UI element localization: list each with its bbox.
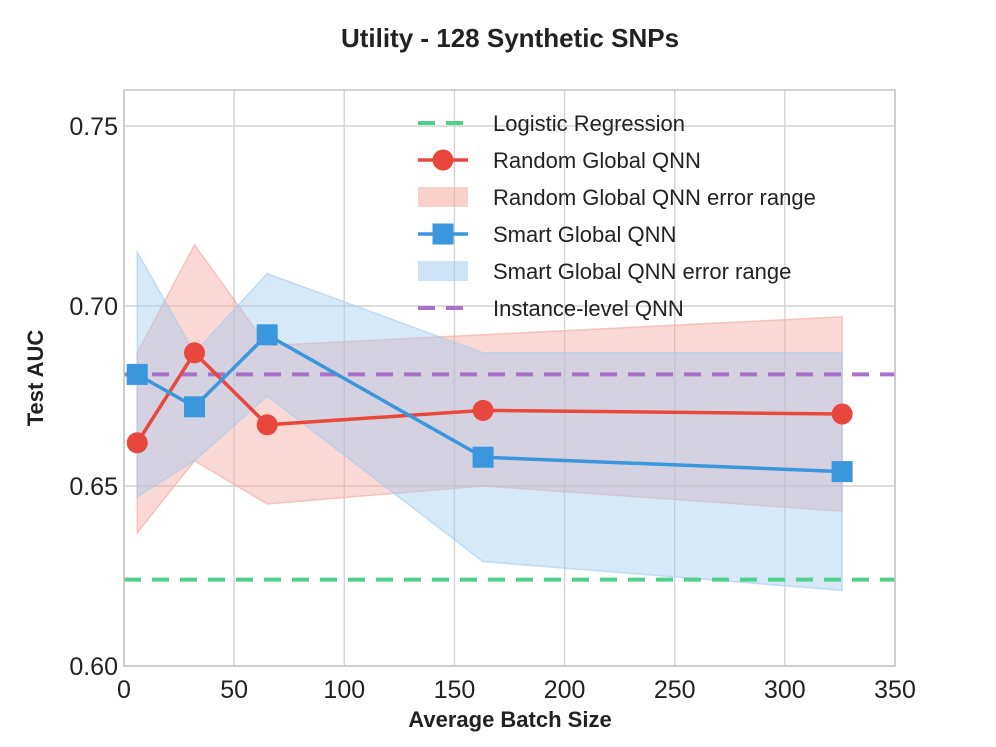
legend-label: Smart Global QNN — [493, 222, 676, 247]
legend-swatch — [418, 261, 468, 281]
chart-title: Utility - 128 Synthetic SNPs — [341, 23, 679, 53]
x-axis-label: Average Batch Size — [408, 707, 611, 732]
legend-label: Logistic Regression — [493, 111, 685, 136]
legend-label: Random Global QNN — [493, 148, 701, 173]
y-tick-label: 0.75 — [69, 113, 118, 141]
x-tick-label: 250 — [654, 676, 696, 704]
error-band — [136, 249, 843, 592]
legend-marker — [432, 149, 454, 171]
reference-lines — [124, 372, 895, 582]
y-tick-label: 0.65 — [69, 473, 118, 501]
y-ticks: 0.60 0.65 0.70 0.75 — [69, 113, 118, 681]
legend-marker — [432, 223, 454, 245]
y-tick-label: 0.70 — [69, 293, 118, 321]
legend-label: Random Global QNN error range — [493, 185, 816, 210]
data-point — [831, 461, 853, 483]
x-tick-label: 350 — [874, 676, 916, 704]
data-point — [472, 399, 494, 421]
data-point — [472, 446, 494, 468]
legend-label: Smart Global QNN error range — [493, 259, 791, 284]
x-tick-label: 300 — [764, 676, 806, 704]
y-axis-label: Test AUC — [23, 330, 48, 427]
data-point — [126, 432, 148, 454]
data-point — [256, 324, 278, 346]
x-tick-label: 200 — [544, 676, 586, 704]
plot-frame — [123, 89, 896, 667]
x-ticks: 0 50 100 150 200 250 300 350 — [117, 676, 916, 704]
data-point — [831, 403, 853, 425]
data-point — [183, 396, 205, 418]
x-tick-label: 100 — [323, 676, 365, 704]
data-series — [126, 324, 853, 483]
legend-label: Instance-level QNN — [493, 296, 684, 321]
x-tick-label: 50 — [220, 676, 248, 704]
legend: Logistic Regression Random Global QNN Rand… — [418, 111, 816, 321]
x-tick-label: 0 — [117, 676, 131, 704]
y-tick-label: 0.60 — [69, 653, 118, 681]
data-point — [256, 414, 278, 436]
legend-swatch — [418, 187, 468, 207]
x-tick-label: 150 — [434, 676, 476, 704]
data-point — [183, 342, 205, 364]
data-point — [126, 363, 148, 385]
error-bands — [136, 243, 843, 592]
